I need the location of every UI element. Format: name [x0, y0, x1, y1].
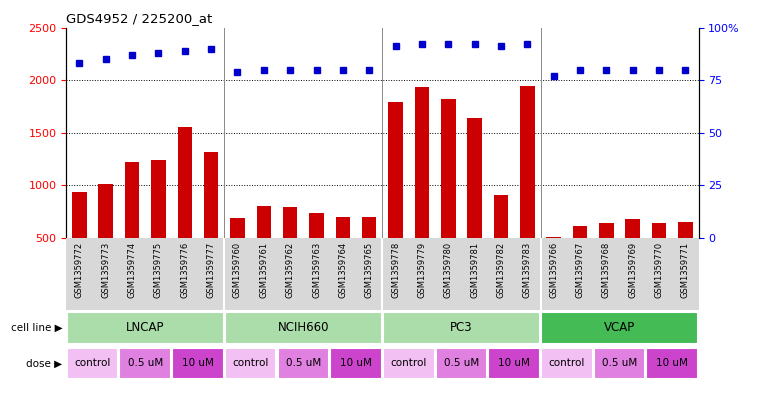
Text: GSM1359782: GSM1359782: [496, 241, 505, 298]
Text: 0.5 uM: 0.5 uM: [128, 358, 163, 368]
Bar: [67, 347, 119, 380]
Bar: [336, 217, 350, 290]
Bar: [599, 223, 613, 290]
Text: NCIH660: NCIH660: [278, 321, 329, 334]
Bar: [383, 312, 540, 344]
Text: GSM1359765: GSM1359765: [365, 241, 374, 298]
Text: control: control: [75, 358, 111, 368]
Bar: [330, 347, 382, 380]
Bar: [177, 127, 192, 290]
Text: control: control: [232, 358, 269, 368]
Bar: [309, 213, 323, 290]
Bar: [67, 312, 224, 344]
Text: GSM1359770: GSM1359770: [654, 241, 664, 298]
Bar: [573, 226, 587, 290]
Text: LNCAP: LNCAP: [126, 321, 164, 334]
Bar: [283, 207, 298, 290]
Bar: [415, 87, 429, 290]
Text: GSM1359780: GSM1359780: [444, 241, 453, 298]
Text: GSM1359777: GSM1359777: [207, 241, 215, 298]
Bar: [489, 347, 540, 380]
Text: GSM1359763: GSM1359763: [312, 241, 321, 298]
Text: GSM1359762: GSM1359762: [285, 241, 295, 298]
Text: GSM1359776: GSM1359776: [180, 241, 189, 298]
Bar: [541, 347, 593, 380]
Text: 10 uM: 10 uM: [340, 358, 372, 368]
Text: 0.5 uM: 0.5 uM: [444, 358, 479, 368]
Text: GSM1359773: GSM1359773: [101, 241, 110, 298]
Bar: [125, 162, 139, 290]
Bar: [278, 347, 330, 380]
Bar: [172, 347, 224, 380]
Text: GSM1359760: GSM1359760: [233, 241, 242, 298]
Bar: [224, 312, 382, 344]
Bar: [594, 347, 645, 380]
Bar: [441, 99, 456, 290]
Text: GSM1359783: GSM1359783: [523, 241, 532, 298]
Text: PC3: PC3: [451, 321, 473, 334]
Text: GSM1359781: GSM1359781: [470, 241, 479, 298]
Text: GSM1359766: GSM1359766: [549, 241, 558, 298]
Text: control: control: [390, 358, 427, 368]
Text: GSM1359775: GSM1359775: [154, 241, 163, 298]
Text: 0.5 uM: 0.5 uM: [285, 358, 321, 368]
Text: 10 uM: 10 uM: [498, 358, 530, 368]
Text: GSM1359761: GSM1359761: [260, 241, 269, 298]
Text: control: control: [549, 358, 585, 368]
Bar: [652, 223, 667, 290]
Text: dose ▶: dose ▶: [27, 358, 62, 369]
Bar: [546, 237, 561, 290]
Text: GSM1359778: GSM1359778: [391, 241, 400, 298]
Text: GSM1359768: GSM1359768: [602, 241, 611, 298]
Text: GSM1359771: GSM1359771: [681, 241, 690, 298]
Bar: [520, 86, 534, 290]
Text: cell line ▶: cell line ▶: [11, 323, 62, 333]
Bar: [494, 195, 508, 290]
Text: VCAP: VCAP: [604, 321, 635, 334]
Bar: [98, 184, 113, 290]
Text: GSM1359769: GSM1359769: [629, 241, 637, 298]
Bar: [231, 218, 245, 290]
Bar: [383, 347, 435, 380]
Text: 0.5 uM: 0.5 uM: [602, 358, 637, 368]
Bar: [541, 312, 698, 344]
Text: GSM1359767: GSM1359767: [575, 241, 584, 298]
Text: GSM1359764: GSM1359764: [339, 241, 347, 298]
Bar: [256, 206, 271, 290]
Text: GDS4952 / 225200_at: GDS4952 / 225200_at: [66, 12, 212, 25]
Bar: [204, 152, 218, 290]
Bar: [626, 219, 640, 290]
Bar: [435, 347, 487, 380]
Text: GSM1359779: GSM1359779: [418, 241, 426, 298]
Bar: [362, 217, 377, 290]
Text: GSM1359772: GSM1359772: [75, 241, 84, 298]
Bar: [678, 222, 693, 290]
Bar: [119, 347, 171, 380]
Text: 10 uM: 10 uM: [656, 358, 688, 368]
Text: 10 uM: 10 uM: [182, 358, 214, 368]
Bar: [388, 102, 403, 290]
Bar: [224, 347, 276, 380]
Text: GSM1359774: GSM1359774: [128, 241, 136, 298]
Bar: [467, 118, 482, 290]
Bar: [151, 160, 166, 290]
Bar: [646, 347, 698, 380]
Bar: [72, 191, 87, 290]
